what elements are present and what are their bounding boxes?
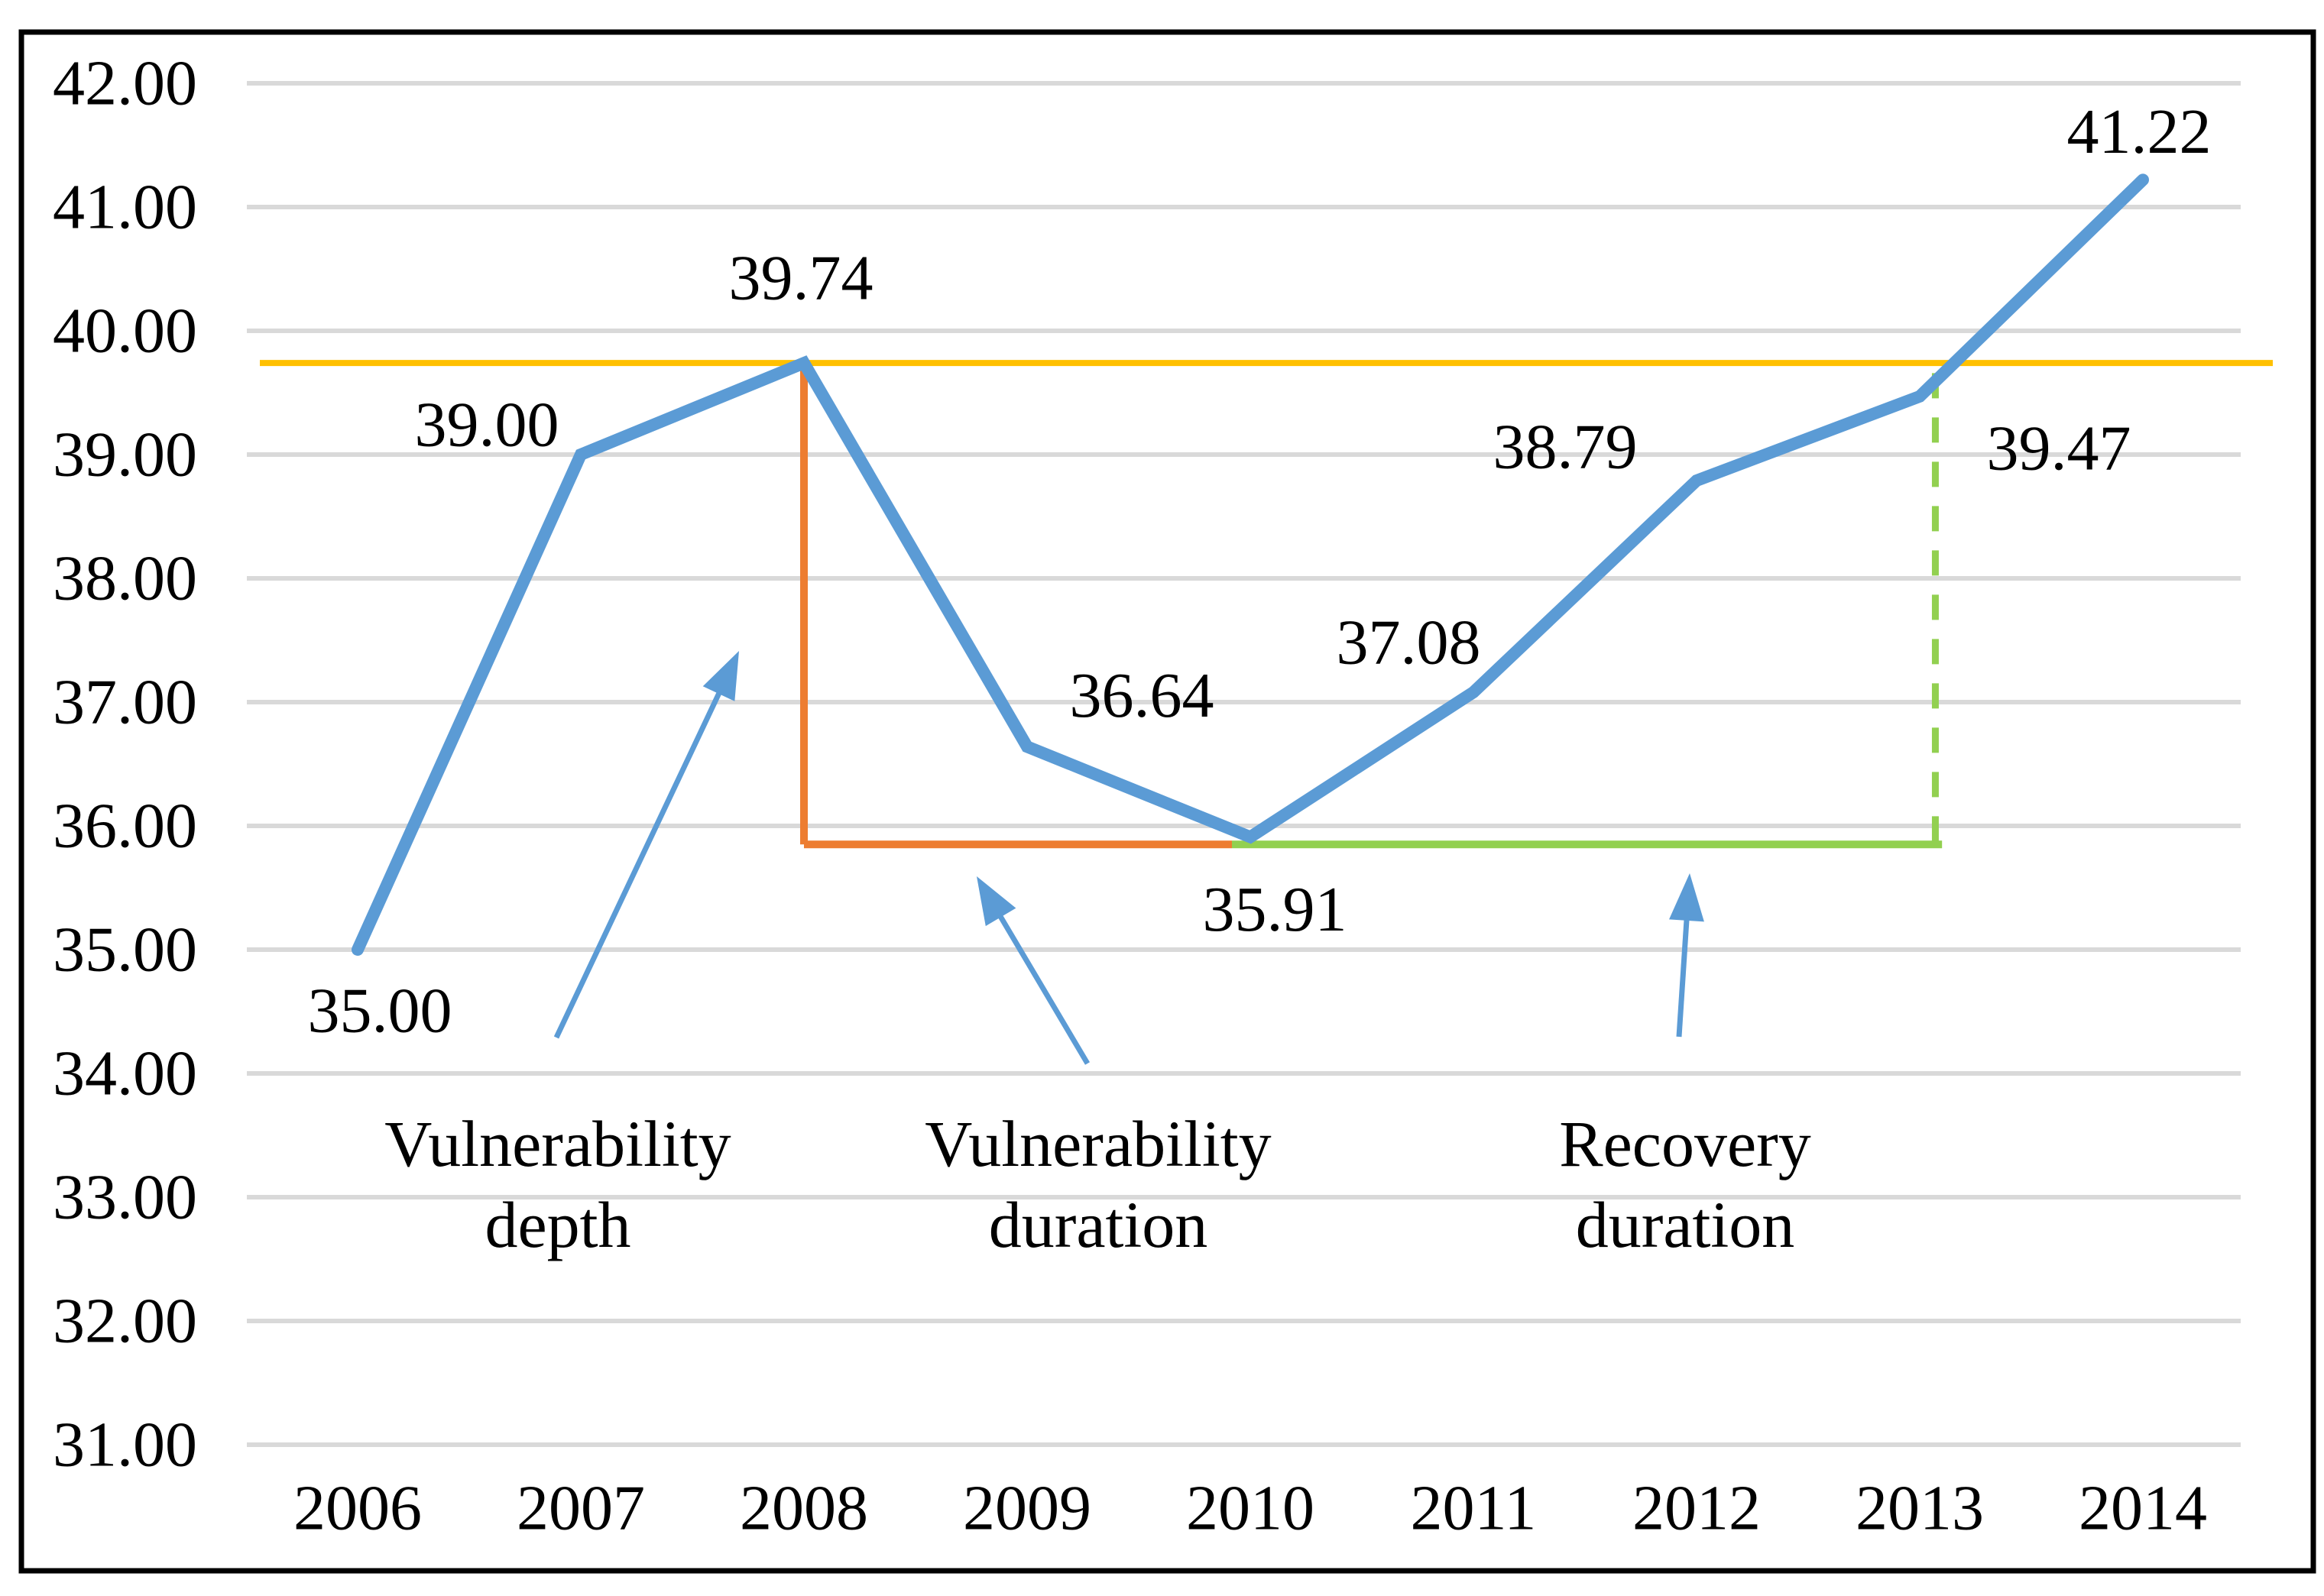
x-axis-tick-label: 2012 [1632,1473,1761,1544]
data-point-label: 39.00 [415,390,559,461]
data-point-label: 39.74 [729,243,874,314]
data-point-label: 41.22 [2067,96,2212,167]
data-point-label: 39.47 [1987,413,2131,484]
annotation-text: duration [989,1188,1208,1261]
y-axis-tick-label: 31.00 [53,1410,197,1481]
annotation-arrowhead [977,876,1016,927]
annotation-arrow-shaft [1676,912,1690,1038]
y-axis-tick-label: 32.00 [53,1286,197,1357]
y-axis-tick-label: 38.00 [53,543,197,614]
annotation-arrowhead [702,651,739,701]
y-axis-tick-label: 34.00 [53,1038,197,1109]
chart-border [18,29,2316,1574]
x-axis-tick-label: 2007 [517,1473,645,1544]
data-point-label: 35.91 [1203,874,1347,945]
series-line [352,173,2149,956]
x-axis-tick-label: 2013 [1856,1473,1984,1544]
annotation-arrowhead [1669,873,1704,922]
annotation-text: Vulnerability [384,1107,731,1180]
data-point-label: 35.00 [308,976,452,1047]
data-point-label: 36.64 [1070,660,1214,731]
y-axis-tick-label: 33.00 [53,1162,197,1233]
y-axis-tick-label: 40.00 [53,296,197,367]
y-axis-tick-label: 39.00 [53,419,197,490]
x-axis-tick-label: 2011 [1411,1473,1537,1544]
y-axis-tick-label: 35.00 [53,915,197,986]
x-axis-tick-label: 2014 [2079,1473,2207,1544]
y-axis-tick-label: 36.00 [53,791,197,862]
y-axis-tick-label: 42.00 [53,48,197,119]
annotation-arrow-shaft [994,908,1091,1065]
annotation-text: Recovery [1559,1107,1811,1180]
annotation-text: Vulnerability [925,1107,1271,1180]
annotation-text: depth [485,1188,630,1261]
x-axis-tick-label: 2010 [1186,1473,1314,1544]
y-axis-tick-label: 41.00 [53,172,197,243]
y-axis-tick-label: 37.00 [53,667,197,738]
data-point-label: 37.08 [1337,607,1481,678]
data-point-label: 38.79 [1493,412,1638,483]
x-axis-tick-label: 2006 [293,1473,422,1544]
x-axis-tick-label: 2009 [963,1473,1091,1544]
x-axis-tick-label: 2008 [740,1473,868,1544]
annotation-arrow-shaft [553,685,724,1039]
annotation-text: duration [1576,1188,1795,1261]
